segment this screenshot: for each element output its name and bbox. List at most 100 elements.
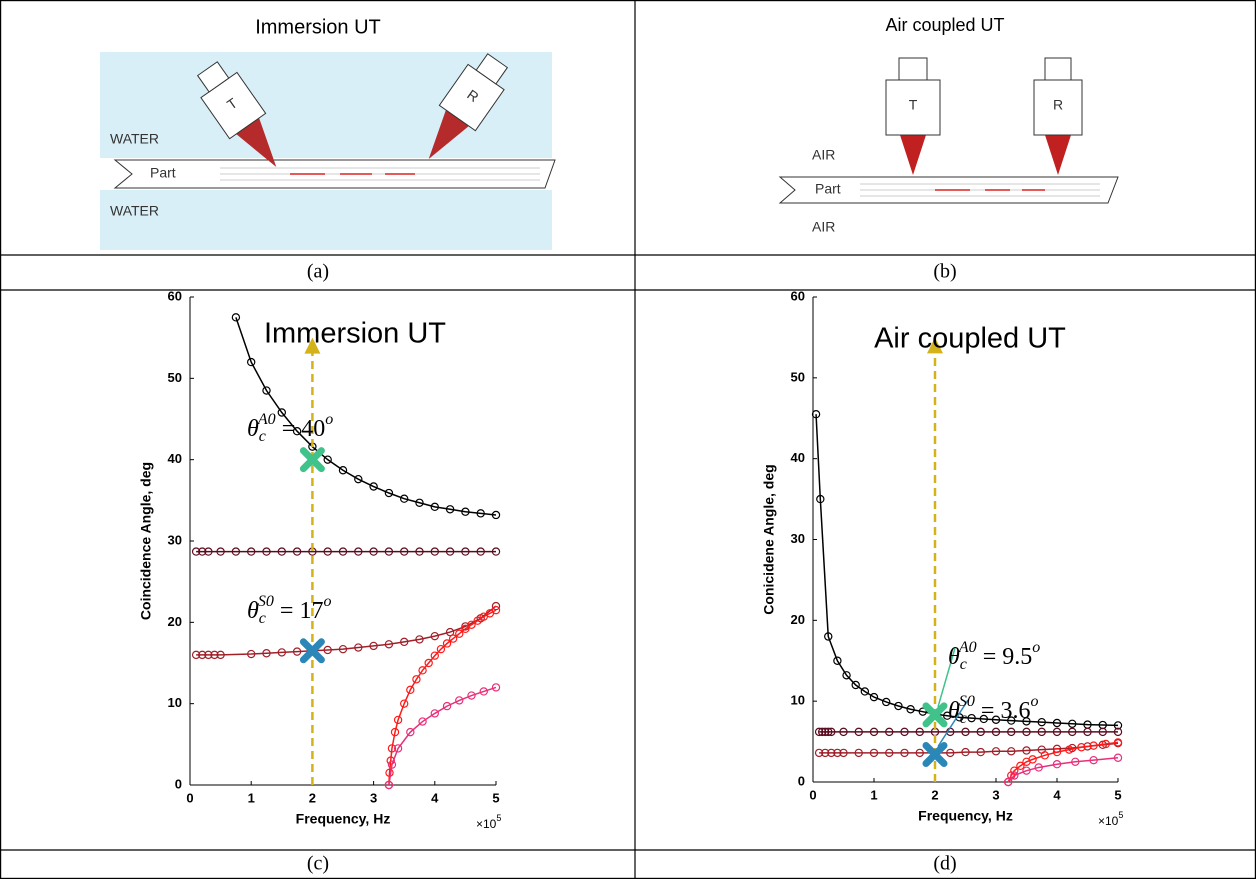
data-point: [1113, 727, 1123, 737]
data-point: [1113, 721, 1123, 730]
angle-unit: o: [1030, 693, 1038, 710]
data-point: [415, 635, 424, 644]
x-tick-label: 2: [309, 790, 316, 805]
data-point: [1101, 739, 1111, 749]
data-point: [231, 547, 241, 556]
data-point: [323, 645, 332, 655]
data-point: [246, 649, 256, 659]
data-point: [400, 547, 409, 556]
diagram-title: Air coupled UT: [885, 15, 1004, 35]
data-point: [430, 709, 439, 718]
data-point: [442, 701, 452, 711]
data-point: [198, 547, 207, 556]
data-point: [400, 699, 409, 708]
transducer: R: [1033, 57, 1083, 175]
data-point: [277, 648, 286, 657]
data-point: [1034, 763, 1043, 772]
data-point: [824, 727, 833, 737]
data-point: [894, 701, 903, 711]
data-point: [216, 650, 225, 660]
data-point: [461, 507, 470, 516]
series-line: [388, 609, 497, 786]
data-point: [1071, 757, 1080, 766]
data-point: [1052, 727, 1062, 737]
y-tick-label: 60: [791, 288, 805, 303]
data-point: [479, 687, 488, 696]
data-point: [277, 408, 286, 417]
transducer: T: [885, 57, 941, 175]
transducer: R: [428, 53, 509, 159]
data-point: [915, 748, 924, 758]
multiplier-exponent: 5: [1118, 810, 1123, 820]
caption: (c): [307, 853, 329, 875]
data-point: [1028, 755, 1037, 764]
x-tick-label: 5: [492, 790, 499, 805]
data-point: [476, 547, 485, 556]
x-tick-label: 2: [931, 787, 938, 802]
angle-sub: c: [259, 428, 266, 445]
data-point: [461, 547, 470, 556]
chart: 0 10 20 30 40 50 60 0 1 2 3 4 5 Air coupled UT Frequen…: [761, 288, 1124, 828]
data-point: [354, 474, 363, 484]
data-point: [204, 650, 213, 660]
data-point: [946, 748, 955, 758]
data-point: [406, 685, 415, 695]
medium-label: WATER: [110, 203, 159, 219]
data-point: [384, 780, 394, 790]
data-point: [1098, 727, 1107, 737]
angle-unit: o: [1032, 639, 1040, 656]
data-point: [827, 748, 836, 758]
data-point: [885, 748, 894, 758]
x-tick-label: 4: [431, 790, 439, 805]
data-point: [400, 637, 409, 647]
data-point: [869, 748, 879, 758]
data-point: [430, 631, 439, 641]
arrow-head: [927, 337, 943, 354]
data-point: [277, 547, 286, 556]
angle-sub: c: [960, 710, 967, 727]
data-point: [967, 713, 976, 723]
data-point: [198, 650, 207, 660]
data-point: [824, 632, 833, 641]
data-point: [1037, 727, 1046, 737]
data-point: [473, 616, 482, 625]
data-point: [323, 455, 332, 464]
data-point: [461, 624, 470, 634]
angle-symbol: θ: [247, 598, 259, 624]
y-tick-label: 30: [791, 531, 805, 546]
angle-unit: o: [323, 593, 331, 610]
data-point: [1113, 738, 1123, 747]
angle-sup: A0: [958, 639, 977, 656]
data-point: [1016, 761, 1025, 771]
data-point: [338, 466, 348, 475]
medium-label: AIR: [812, 147, 835, 163]
data-point: [961, 747, 970, 757]
data-point: [882, 697, 891, 707]
data-point: [400, 494, 409, 503]
data-point: [1052, 718, 1062, 728]
data-point: [216, 547, 225, 556]
x-tick-label: 3: [370, 790, 377, 805]
data-point: [1068, 719, 1077, 729]
data-point: [445, 547, 455, 556]
data-point: [393, 744, 403, 753]
data-point: [1010, 766, 1019, 775]
x-axis-label: Frequency, Hz: [296, 811, 391, 827]
angle-symbol: θ: [948, 698, 960, 724]
data-point: [246, 547, 256, 556]
data-point: [491, 683, 501, 692]
y-tick-label: 10: [168, 695, 182, 710]
leader-line: [937, 647, 956, 708]
data-point: [448, 634, 458, 643]
data-point: [906, 705, 915, 714]
transducer-label: R: [1053, 97, 1063, 113]
data-point: [387, 744, 397, 753]
data-point: [430, 547, 439, 556]
series-line: [815, 414, 1119, 727]
y-tick-label: 20: [168, 614, 182, 629]
data-point: [262, 386, 271, 395]
data-point: [1022, 766, 1031, 775]
data-point: [1052, 760, 1062, 769]
